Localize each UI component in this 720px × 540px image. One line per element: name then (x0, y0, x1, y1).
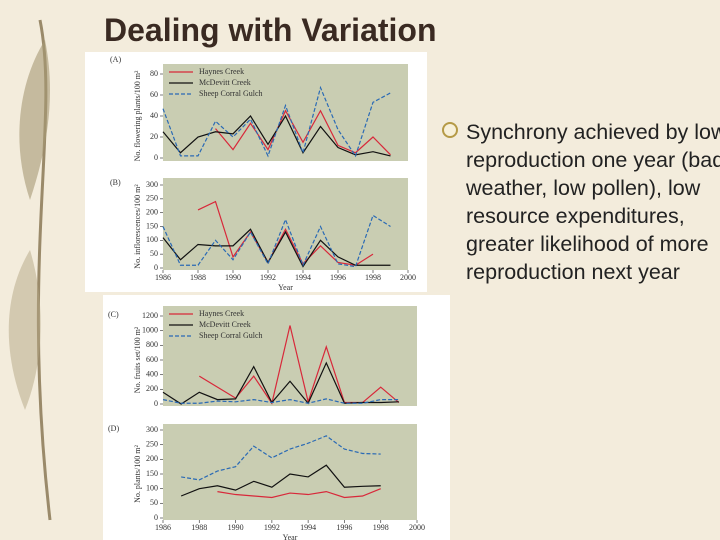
y-tick-label: 400 (146, 369, 158, 378)
y-tick-label: 200 (146, 207, 158, 216)
y-tick-label: 0 (154, 263, 158, 272)
slide-title: Dealing with Variation (104, 12, 437, 48)
y-tick-label: 300 (146, 425, 158, 434)
y-tick-label: 150 (146, 469, 158, 478)
plot-area (163, 178, 408, 270)
y-tick-label: 60 (150, 90, 158, 99)
y-axis-label: No. inflorescences/100 m² (133, 184, 142, 269)
y-tick-label: 250 (146, 194, 158, 203)
legend-label: McDevitt Creek (199, 78, 251, 87)
x-tick-label: 1994 (300, 523, 316, 532)
y-tick-label: 40 (150, 111, 158, 120)
legend-label: Sheep Corral Gulch (199, 331, 263, 340)
x-tick-label: 1986 (155, 273, 171, 282)
plot-area (163, 424, 417, 520)
y-tick-label: 200 (146, 384, 158, 393)
bullet-text: Synchrony achieved by low reproduction o… (466, 120, 720, 284)
y-tick-label: 50 (150, 498, 158, 507)
x-tick-label: 1996 (336, 523, 352, 532)
plot-area (163, 306, 417, 406)
series-line (180, 464, 381, 497)
y-axis-label: No. plants/100 m² (133, 445, 142, 503)
series-line (197, 200, 374, 266)
x-tick-label: 1996 (330, 273, 346, 282)
series-line (162, 361, 399, 405)
y-tick-label: 0 (154, 153, 158, 162)
x-tick-label: 1986 (155, 523, 171, 532)
x-tick-label: 1990 (225, 273, 241, 282)
y-axis-label: No. flowering plants/100 m² (133, 70, 142, 161)
x-tick-label: 1988 (191, 523, 207, 532)
y-tick-label: 300 (146, 180, 158, 189)
legend-label: Haynes Creek (199, 67, 244, 76)
panel-label: (A) (110, 55, 121, 64)
legend-label: McDevitt Creek (199, 320, 251, 329)
series-line (162, 214, 391, 268)
y-tick-label: 150 (146, 221, 158, 230)
x-axis-label: Year (278, 283, 293, 292)
y-tick-label: 250 (146, 439, 158, 448)
x-tick-label: 1998 (373, 523, 389, 532)
y-tick-label: 50 (150, 249, 158, 258)
series-line (215, 109, 391, 156)
series-line (162, 398, 399, 404)
series-line (162, 228, 391, 268)
y-tick-label: 0 (154, 399, 158, 408)
panel-label: (B) (110, 178, 121, 187)
series-line (198, 325, 400, 405)
y-tick-label: 20 (150, 132, 158, 141)
x-tick-label: 1992 (260, 273, 276, 282)
panel-label: (D) (108, 424, 119, 433)
y-tick-label: 200 (146, 454, 158, 463)
panel-label: (C) (108, 310, 119, 319)
y-tick-label: 800 (146, 340, 158, 349)
y-tick-label: 1000 (142, 325, 158, 334)
x-tick-label: 1998 (365, 273, 381, 282)
leaf (19, 40, 50, 200)
y-tick-label: 80 (150, 69, 158, 78)
y-tick-label: 1200 (142, 311, 158, 320)
x-axis-label: Year (283, 533, 298, 540)
series-line (181, 435, 381, 481)
legend-label: Sheep Corral Gulch (199, 89, 263, 98)
series-line (217, 488, 381, 499)
x-tick-label: 1990 (228, 523, 244, 532)
legend-label: Haynes Creek (199, 309, 244, 318)
y-axis-label: No. fruits set/100 m² (133, 326, 142, 393)
y-tick-label: 100 (146, 235, 158, 244)
y-tick-label: 600 (146, 355, 158, 364)
x-tick-label: 1988 (190, 273, 206, 282)
x-tick-label: 2000 (409, 523, 425, 532)
x-tick-label: 2000 (400, 273, 416, 282)
leaf (8, 250, 41, 410)
series-line (162, 85, 391, 158)
y-tick-label: 100 (146, 483, 158, 492)
x-tick-label: 1992 (264, 523, 280, 532)
x-tick-label: 1994 (295, 273, 311, 282)
y-tick-label: 0 (154, 513, 158, 522)
bullet-marker (442, 122, 458, 138)
